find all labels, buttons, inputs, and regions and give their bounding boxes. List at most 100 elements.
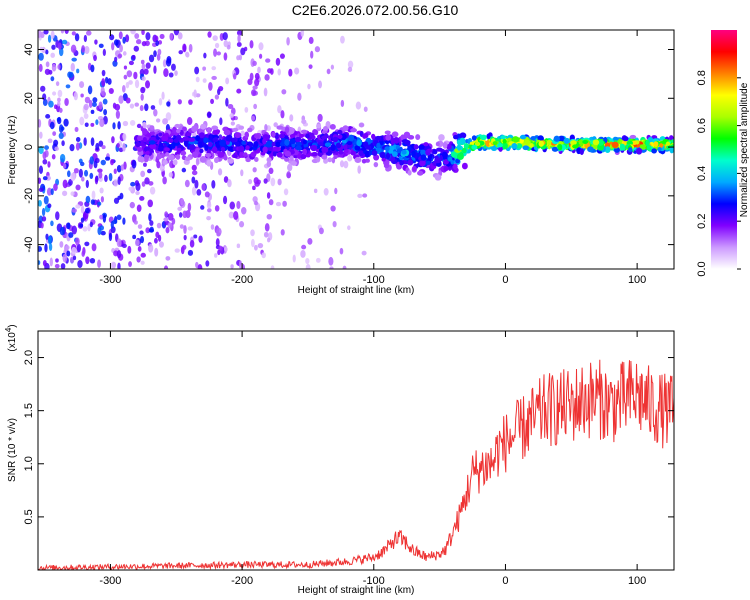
spectrogram-cell bbox=[213, 48, 218, 57]
spectrogram-cell bbox=[289, 138, 296, 145]
spectrogram-cell bbox=[252, 196, 258, 203]
spectrogram-cell bbox=[270, 177, 276, 187]
spectrogram-cell bbox=[412, 165, 417, 172]
spectrogram-cell bbox=[223, 52, 228, 61]
colorbar-label: Normalized spectral amplitude bbox=[739, 82, 750, 217]
spectrogram-cell bbox=[249, 40, 254, 49]
spectrogram-cell bbox=[206, 202, 212, 209]
spectrogram-cell bbox=[130, 181, 136, 187]
spectrogram-cell bbox=[407, 169, 412, 176]
spectrogram-cell bbox=[447, 156, 453, 162]
spectrogram-cell bbox=[379, 151, 387, 159]
spectrogram-cell bbox=[417, 170, 424, 176]
spectrogram-cell bbox=[145, 62, 151, 69]
spectrogram-cell bbox=[95, 119, 99, 126]
spectrogram-cell bbox=[419, 160, 426, 167]
spectrogram-cell bbox=[297, 92, 302, 101]
spectrogram-cell bbox=[456, 139, 462, 145]
spectrogram-cell bbox=[418, 144, 425, 150]
spectrogram-cell bbox=[54, 146, 59, 151]
spectrogram-cell bbox=[284, 150, 292, 157]
spectrogram-cell bbox=[41, 216, 47, 222]
spectrogram-cell bbox=[277, 105, 282, 114]
spectrogram-cell bbox=[99, 225, 105, 231]
spectrogram-cell bbox=[41, 207, 46, 217]
spectrogram-cell bbox=[47, 203, 52, 209]
spectrogram-cell bbox=[315, 257, 321, 263]
spectrogram-cell bbox=[57, 42, 62, 50]
spectrogram-cell bbox=[182, 136, 190, 141]
y-tick-label: 1.5 bbox=[23, 403, 35, 418]
spectrogram-cell bbox=[340, 35, 345, 44]
spectrogram-cell bbox=[90, 122, 95, 127]
spectrogram-cell bbox=[420, 149, 426, 156]
spectrogram-cell bbox=[653, 141, 659, 147]
spectrogram-cell bbox=[79, 116, 85, 126]
spectrogram-cell bbox=[144, 177, 150, 185]
spectrogram-cell bbox=[302, 140, 307, 145]
spectrogram-cell bbox=[385, 134, 392, 141]
spectrogram-cell bbox=[99, 118, 105, 128]
y-tick-label: 40 bbox=[23, 43, 35, 55]
spectrogram-cell bbox=[264, 223, 270, 232]
spectrogram-cell bbox=[183, 224, 187, 234]
spectrogram-cell bbox=[392, 136, 400, 144]
spectrogram-cell bbox=[425, 160, 431, 165]
spectrogram-cell bbox=[44, 68, 51, 75]
spectrogram-cell bbox=[182, 126, 187, 132]
spectrogram-cell bbox=[240, 169, 244, 177]
spectrogram-cell bbox=[103, 108, 108, 116]
spectrogram-cell bbox=[114, 56, 118, 62]
spectrogram-cell bbox=[215, 142, 221, 149]
spectrogram-cell bbox=[557, 135, 565, 142]
spectrogram-cell bbox=[629, 134, 637, 139]
spectrogram-cell bbox=[266, 160, 272, 168]
spectrogram-cell bbox=[224, 246, 228, 252]
spectrogram-cell bbox=[354, 156, 362, 163]
spectrogram-cell bbox=[134, 102, 140, 107]
spectrogram-cell bbox=[118, 95, 124, 104]
spectrogram-cell bbox=[233, 210, 239, 220]
spectrogram-cell bbox=[47, 34, 52, 43]
spectrogram-cell bbox=[339, 247, 344, 255]
spectrogram-cell bbox=[286, 171, 291, 179]
spectrogram-cell bbox=[295, 141, 303, 147]
spectrogram-cell bbox=[231, 107, 236, 116]
spectrogram-cell bbox=[200, 123, 207, 130]
spectrogram-cell bbox=[43, 195, 49, 205]
spectrogram-cell bbox=[229, 113, 234, 118]
spectrogram-cell bbox=[50, 52, 55, 58]
spectrogram-cell bbox=[300, 30, 305, 37]
spectrogram-cell bbox=[178, 50, 184, 55]
spectrogram-cell bbox=[276, 152, 283, 158]
spectrogram-cell bbox=[112, 219, 118, 225]
spectrogram-cell bbox=[117, 262, 121, 269]
spectrogram-cell bbox=[158, 241, 164, 248]
colorbar-gradient bbox=[711, 30, 737, 269]
spectrogram-cell bbox=[51, 154, 56, 160]
spectrogram-cell bbox=[165, 227, 170, 234]
spectrogram-cell bbox=[281, 89, 287, 95]
spectrogram-cell bbox=[195, 157, 200, 166]
spectrogram-cell bbox=[276, 125, 284, 130]
spectrogram-cell bbox=[69, 143, 75, 152]
spectrogram-cell bbox=[70, 172, 76, 182]
spectrogram-cell bbox=[148, 140, 156, 145]
spectrogram-cell bbox=[48, 243, 53, 251]
chart-title: C2E6.2026.072.00.56.G10 bbox=[292, 2, 459, 18]
spectrogram-cell bbox=[168, 138, 174, 144]
spectrogram-cell bbox=[207, 111, 212, 118]
spectrogram-cell bbox=[273, 122, 278, 128]
spectrogram-cell bbox=[87, 85, 93, 95]
spectrogram-cell bbox=[182, 244, 187, 250]
spectrogram-cell bbox=[307, 83, 311, 90]
spectrogram-cell bbox=[164, 211, 168, 218]
x-tick-label: 100 bbox=[628, 575, 646, 587]
spectrogram-cell bbox=[388, 149, 394, 154]
spectrogram-cell bbox=[280, 229, 285, 236]
spectrogram-cell bbox=[140, 170, 146, 178]
spectrogram-cell bbox=[275, 57, 281, 66]
y-tick-label: 0 bbox=[23, 144, 35, 150]
spectrogram-cell bbox=[298, 133, 305, 139]
